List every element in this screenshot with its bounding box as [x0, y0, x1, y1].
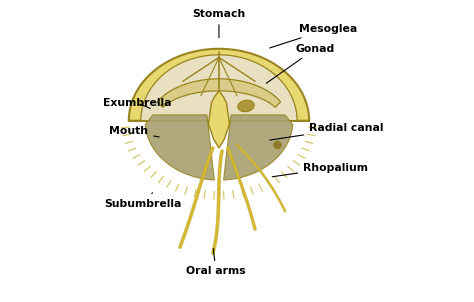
Ellipse shape: [238, 100, 254, 112]
Text: Mouth: Mouth: [109, 127, 159, 137]
Polygon shape: [209, 91, 229, 148]
Text: Gonad: Gonad: [266, 44, 335, 83]
Polygon shape: [145, 115, 214, 180]
Text: Exumbrella: Exumbrella: [103, 98, 172, 108]
Polygon shape: [157, 79, 281, 107]
Text: Oral arms: Oral arms: [186, 249, 246, 276]
Text: Stomach: Stomach: [192, 9, 246, 38]
Circle shape: [273, 141, 282, 149]
Text: Radial canal: Radial canal: [270, 124, 383, 140]
Polygon shape: [224, 115, 293, 180]
Text: Mesoglea: Mesoglea: [270, 24, 357, 48]
Polygon shape: [141, 55, 297, 121]
Text: Rhopalium: Rhopalium: [272, 162, 368, 177]
Text: Subumbrella: Subumbrella: [105, 193, 182, 209]
Polygon shape: [129, 49, 309, 121]
